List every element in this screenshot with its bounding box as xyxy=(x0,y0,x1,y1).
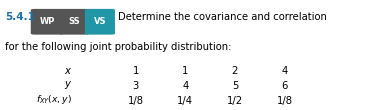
Text: WP: WP xyxy=(39,17,55,26)
Text: SS: SS xyxy=(68,17,80,26)
Text: 4: 4 xyxy=(281,66,288,76)
Text: 4: 4 xyxy=(182,82,189,91)
Text: Determine the covariance and correlation: Determine the covariance and correlation xyxy=(118,12,327,22)
Text: 1/8: 1/8 xyxy=(128,96,144,106)
Text: for the following joint probability distribution:: for the following joint probability dist… xyxy=(5,42,231,52)
Text: 1/8: 1/8 xyxy=(276,96,292,106)
Text: 1/2: 1/2 xyxy=(227,96,243,106)
Text: 3: 3 xyxy=(133,82,139,91)
Text: 5: 5 xyxy=(232,82,238,91)
Text: 1: 1 xyxy=(133,66,139,76)
Text: 5.4.1: 5.4.1 xyxy=(5,12,35,22)
Text: $f_{XY}(x, y)$: $f_{XY}(x, y)$ xyxy=(36,94,72,106)
FancyBboxPatch shape xyxy=(59,9,89,35)
Text: 1: 1 xyxy=(182,66,189,76)
FancyBboxPatch shape xyxy=(85,9,115,35)
Text: VS: VS xyxy=(94,17,106,26)
Text: 1/4: 1/4 xyxy=(177,96,193,106)
Text: 6: 6 xyxy=(281,82,288,91)
Text: $y$: $y$ xyxy=(64,79,72,91)
FancyBboxPatch shape xyxy=(31,9,63,35)
Text: $x$: $x$ xyxy=(64,66,72,76)
Text: 2: 2 xyxy=(232,66,238,76)
